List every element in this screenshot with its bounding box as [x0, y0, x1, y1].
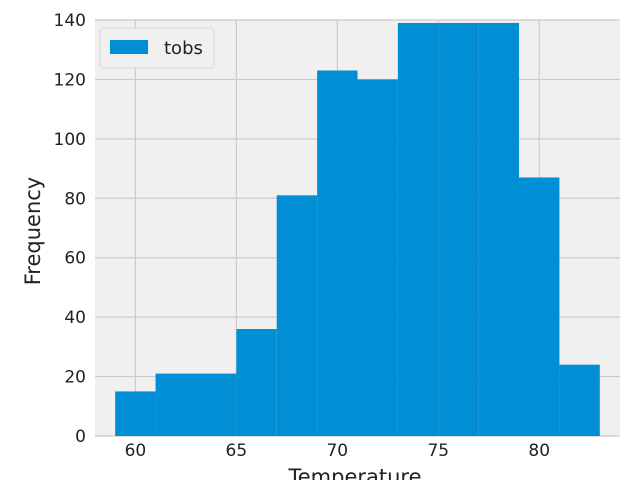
histogram-bar [478, 22, 520, 436]
legend-label: tobs [164, 38, 203, 59]
y-tick-label: 140 [54, 11, 86, 31]
histogram-bar [317, 70, 358, 436]
x-tick-label: 70 [326, 441, 348, 461]
histogram-bar [236, 329, 277, 436]
y-tick-label: 40 [64, 308, 86, 328]
y-tick-label: 0 [75, 427, 86, 447]
x-axis-label: Temperature [287, 465, 421, 480]
histogram-bar [559, 364, 600, 436]
x-tick-label: 60 [125, 441, 147, 461]
histogram-bar [438, 22, 479, 436]
y-tick-label: 120 [54, 70, 86, 90]
histogram-bar [276, 195, 318, 436]
histogram-bar [155, 373, 196, 436]
tick-labels: 60 65 70 75 80 0 20 40 60 80 100 120 140 [54, 11, 551, 461]
histogram-bar [195, 373, 237, 436]
x-tick-label: 80 [528, 441, 550, 461]
histogram-bar [357, 79, 398, 436]
x-tick-label: 75 [427, 441, 449, 461]
y-axis-label: Frequency [21, 177, 45, 286]
histogram-bar [519, 177, 560, 436]
legend-box [99, 27, 215, 69]
legend-swatch [110, 40, 148, 54]
y-tick-label: 100 [54, 130, 86, 150]
x-tick-label: 65 [226, 441, 248, 461]
histogram-bar [397, 22, 439, 436]
y-tick-label: 80 [64, 189, 86, 209]
legend: tobs [99, 27, 215, 69]
bars [115, 22, 600, 436]
y-tick-label: 60 [64, 249, 86, 269]
y-tick-label: 20 [64, 368, 86, 388]
histogram-bar [115, 391, 156, 436]
